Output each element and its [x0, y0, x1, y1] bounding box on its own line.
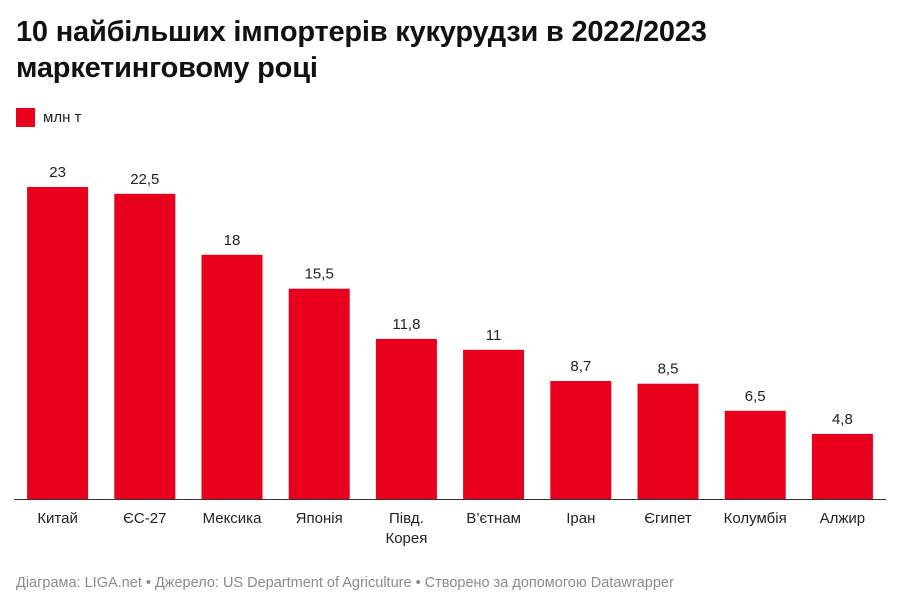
bar-4: [288, 288, 350, 499]
category-label: ЄС-27: [123, 510, 166, 527]
legend-swatch: [16, 108, 35, 127]
value-label: 11,8: [392, 316, 420, 333]
value-label: 22,5: [130, 171, 159, 188]
category-label: Колумбія: [724, 510, 787, 527]
bar-1: [27, 187, 89, 499]
category-label: Іран: [566, 510, 595, 527]
legend-label: млн т: [43, 109, 82, 126]
category-label: Японія: [296, 510, 343, 527]
bar-7: [550, 381, 612, 499]
category-label: Півд.: [389, 510, 424, 527]
category-label: Китай: [37, 510, 78, 527]
value-label: 8,7: [570, 358, 591, 375]
value-label: 4,8: [832, 411, 853, 428]
category-label: Корея: [385, 530, 427, 547]
value-label: 6,5: [745, 388, 766, 405]
value-label: 23: [49, 164, 66, 181]
category-label: В’єтнам: [466, 510, 521, 527]
value-label: 11: [486, 327, 502, 344]
bar-5: [375, 338, 437, 499]
value-label: 18: [224, 232, 241, 249]
footer-credits: Діаграма: LIGA.net • Джерело: US Departm…: [16, 575, 674, 591]
bar-3: [201, 254, 263, 499]
category-label: Алжир: [820, 510, 866, 527]
chart-title: 10 найбільших імпортерів кукурудзи в 202…: [16, 16, 707, 84]
bar-10: [811, 433, 873, 499]
bar-6: [463, 349, 525, 499]
bar-9: [724, 410, 786, 499]
category-label: Мексика: [203, 510, 263, 527]
legend: млн т: [16, 108, 81, 127]
value-label: 8,5: [658, 361, 679, 378]
bar-chart: 23 Китай 22,5 ЄС-27 18 Мексика 15,5 Японія 11,8 П…: [14, 164, 886, 547]
category-label: Єгипет: [644, 510, 692, 527]
value-label: 15,5: [305, 266, 334, 283]
bar-2: [114, 193, 176, 500]
bar-8: [637, 383, 699, 499]
